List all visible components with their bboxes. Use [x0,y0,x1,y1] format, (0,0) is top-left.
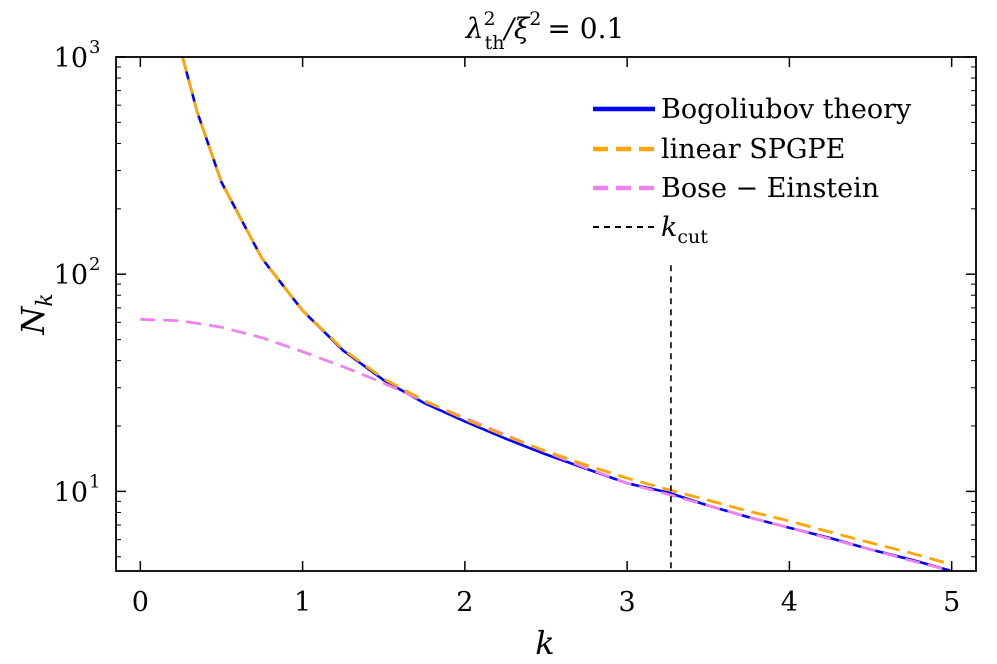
legend-label-bogoliubov: Bogoliubov theory [661,94,912,125]
x-axis-title: k [535,624,554,662]
y-axis-title-main: N [14,306,52,336]
title-rest: /ξ [501,12,530,45]
title-sub: th [485,32,505,54]
y-tick-exp-1: 2 [89,254,100,275]
series-line-1 [181,57,953,566]
legend-label-kcut: kcut [661,212,708,248]
legend-kcut-main: k [661,212,677,243]
y-tick-label-0: 10 [54,477,88,508]
title-sup: 2 [483,8,495,30]
x-tick-label-0: 0 [132,587,149,618]
x-tick-label-1: 1 [294,587,311,618]
series-layer [140,57,953,571]
x-tick-label-3: 3 [619,587,636,618]
x-tick-label-5: 5 [943,587,960,618]
chart-title: λ2 th/ξ2 = 0.1 [465,8,625,54]
title-rest-sup: 2 [529,8,541,30]
title-symbol: λ [465,12,484,45]
legend-label-bose-einstein: Bose − Einstein [661,173,879,204]
x-tick-label-4: 4 [781,587,798,618]
x-tick-label-2: 2 [456,587,473,618]
legend-kcut-sub: cut [677,226,708,248]
y-axis-title: Nk [14,293,58,335]
y-tick-exp-0: 1 [89,471,100,492]
series-line-2 [140,317,953,571]
y-axis-title-sub: k [33,293,58,306]
plot-frame [115,56,977,572]
legend: Bogoliubov theory linear SPGPE Bose − Ei… [593,94,912,248]
y-tick-exp-2: 3 [89,37,100,58]
ticks-layer [116,56,976,571]
x-tick-labels: 0 1 2 3 4 5 [132,587,961,618]
title-equals: = 0.1 [547,12,624,45]
y-tick-label-2: 10 [54,43,88,74]
y-tick-label-1: 10 [54,260,88,291]
legend-label-spgpe: linear SPGPE [661,134,845,165]
